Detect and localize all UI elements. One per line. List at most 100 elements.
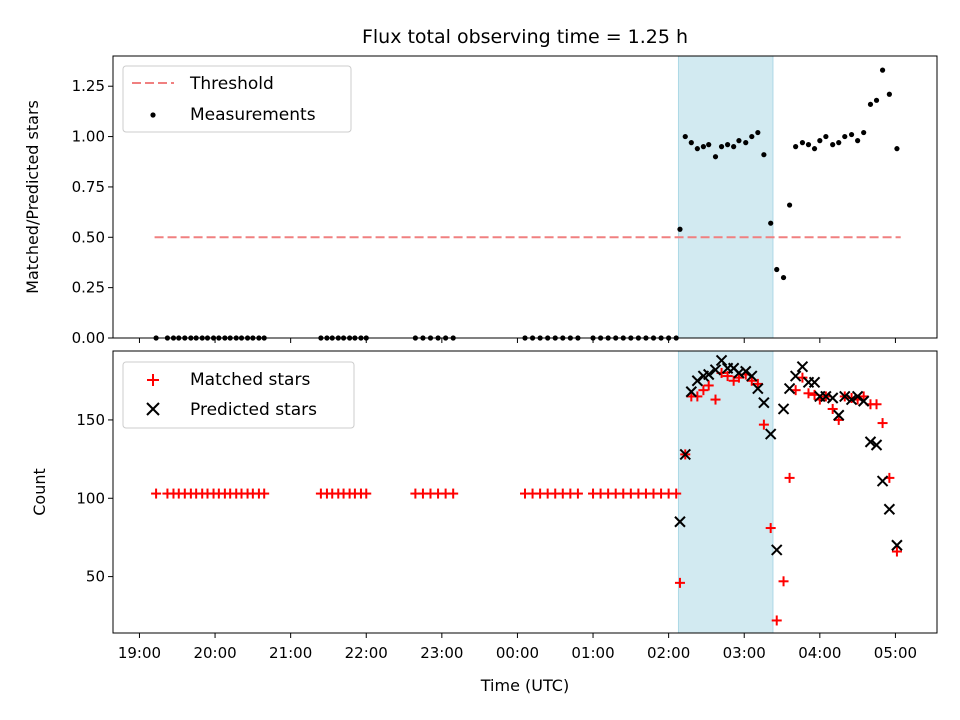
y-tick-label: 100 [76,489,105,507]
observing-window-shade [677,350,774,634]
predicted-star-point [796,360,809,373]
star-count-panel: Count Time (UTC) 50 100 150 19:00 20:00 21:0… [30,350,938,695]
measurement-point [731,144,737,150]
matched-star-point [771,615,782,626]
measurement-point [842,133,848,140]
bottom-x-ticks: 19:00 20:00 21:00 22:00 23:00 00:00 01:00 02:00… [118,633,917,662]
predicted-star-point [702,368,715,381]
predicted-star-point [709,364,722,376]
predicted-star-point [733,367,745,379]
predicted-star-point [746,370,758,382]
legend-measurements-label: Measurements [190,105,316,125]
legend-matched-label: Matched stars [190,370,310,390]
measurement-point [873,97,880,103]
matched-star-point [703,380,714,391]
measurement-point [823,133,829,140]
measurement-point [848,131,855,138]
measurement-point [706,142,712,148]
y-tick-label: 150 [76,411,105,429]
top-legend: Threshold Measurements [122,65,352,133]
shaded-region [677,350,774,634]
predicted-star-point [764,428,777,440]
predicted-star-point [891,539,903,551]
measurement-point [682,133,688,140]
predicted-star-point [771,544,783,556]
matched-star-point [698,385,709,396]
measurement-point [677,226,683,232]
x-tick-label: 23:00 [420,644,463,662]
predicted-star-point [876,475,889,487]
measurement-point [736,138,742,144]
bottom-legend: Matched stars Predicted stars [122,361,355,429]
measurement-point [886,91,892,97]
predicted-star-point [883,503,896,515]
matched-star-point [891,546,902,557]
measurement-point [799,140,806,146]
measurement-point [694,146,700,152]
bottom-y-ticks: 50 100 150 [76,411,113,586]
observing-window-shade [677,55,774,339]
matched-star-point [827,403,838,414]
legend-predicted-swatch [146,402,160,416]
chart-title: Flux total observing time = 1.25 h [362,26,688,48]
x-axis-label: Time (UTC) [480,676,569,695]
y-tick-label: 0.00 [72,329,105,347]
measurement-point [793,144,799,150]
measurement-point [774,266,780,273]
matched-star-point [765,523,776,534]
measurement-point [761,152,767,158]
predicted-star-point [789,370,802,382]
predicted-star-point [857,395,870,407]
x-tick-label: 00:00 [496,644,539,662]
matched-star-point [784,472,795,483]
matched-star-point [871,399,882,410]
predicted-star-point [715,354,728,367]
x-tick-label: 19:00 [118,644,161,662]
matched-star-point [797,372,808,383]
matched-star-point [151,488,162,499]
y-tick-label: 1.00 [72,128,105,146]
top-plot-frame [112,55,938,339]
bottom-legend-box [122,361,355,429]
bottom-y-axis-label: Count [30,468,49,516]
top-legend-box [122,65,352,133]
legend-predicted-label: Predicted stars [190,400,317,420]
matched-star-point [361,488,372,499]
top-y-axis-label: Matched/Predicted stars [23,100,42,294]
bottom-data-marks [151,354,903,626]
x-tick-label: 20:00 [193,644,236,662]
matched-star-point [671,488,682,499]
y-tick-label: 1.25 [72,77,105,95]
measurement-point [817,138,823,144]
measurement-point [830,142,836,148]
matched-star-point [259,488,270,499]
matched-star-point [448,488,459,499]
flux-ratio-panel: Flux total observing time = 1.25 h Match… [23,26,938,347]
y-tick-label: 50 [86,568,105,586]
measurement-point [879,67,886,73]
x-tick-label: 01:00 [571,644,614,662]
legend-threshold-label: Threshold [189,74,274,94]
predicted-star-point [833,409,845,421]
measurement-point [743,140,749,146]
predicted-star-point [758,396,770,409]
shaded-region [677,55,774,339]
measurement-point [718,144,725,150]
measurement-point [894,146,900,152]
measurement-point [768,220,774,226]
measurement-point [700,144,707,150]
matched-star-point [722,371,733,382]
measurement-point [805,142,812,148]
measurement-point [867,101,874,107]
predicted-star-point [864,436,877,448]
predicted-star-point [845,393,858,406]
predicted-star-point [839,390,851,403]
measurement-point [688,140,694,146]
matched-star-point [572,488,583,499]
measurement-point [861,129,867,136]
predicted-star-point [820,390,832,403]
matched-star-point [778,576,789,587]
matched-star-point [803,388,814,399]
measurement-point [712,154,719,160]
